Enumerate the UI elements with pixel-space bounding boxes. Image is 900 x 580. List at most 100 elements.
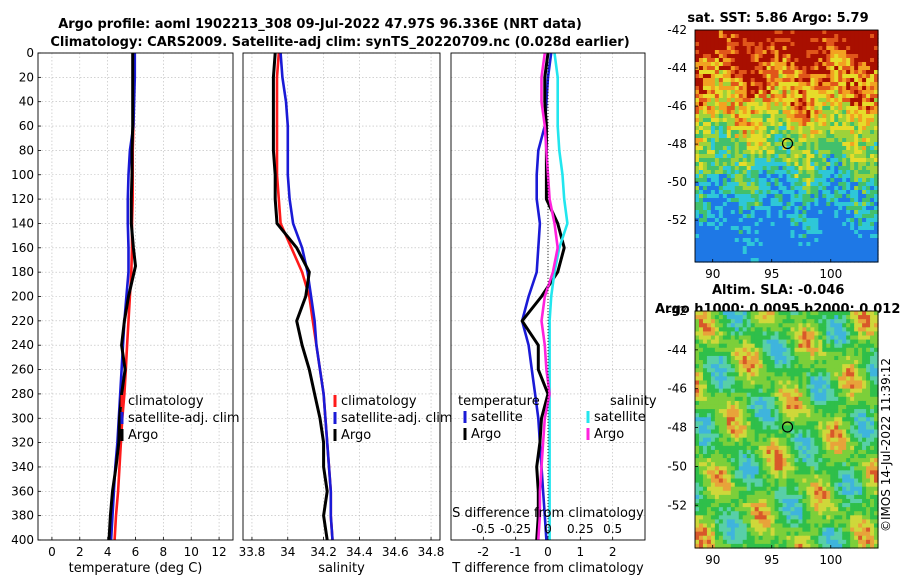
sst-map-cell <box>818 194 823 199</box>
sst-map-cell <box>782 30 788 35</box>
sla-map-cell <box>862 462 867 467</box>
sla-map-cell <box>742 425 748 431</box>
sst-map-cell <box>786 166 792 171</box>
sla-map-cell <box>730 311 736 316</box>
sst-map-cell <box>754 210 760 215</box>
sla-map-cell <box>706 490 712 496</box>
sst-map-cell <box>854 178 859 183</box>
sla-map-cell <box>850 454 855 459</box>
sla-map-cell <box>714 429 720 435</box>
sst-map-cell <box>706 206 712 211</box>
sla-map-cell <box>794 474 800 480</box>
sst-map-cell <box>850 182 855 187</box>
sla-map-cell <box>738 494 744 500</box>
sla-map-cell <box>786 449 792 455</box>
sst-map-cell <box>702 214 708 219</box>
sst-map-cell <box>762 162 768 167</box>
sla-map-cell <box>806 409 811 414</box>
sst-map-cell <box>722 106 728 111</box>
sst-map-cell <box>846 150 851 155</box>
sst-map-cell <box>858 78 863 83</box>
sst-map-cell <box>702 54 708 59</box>
sla-map-cell <box>798 311 804 316</box>
sla-map-cell <box>854 474 859 480</box>
sst-map-cell <box>702 166 708 171</box>
sst-map-cell <box>734 210 740 215</box>
sst-map-cell <box>858 34 863 39</box>
sst-map-cell <box>822 30 827 35</box>
sst-map-cell <box>822 94 827 99</box>
sla-map-cell <box>818 323 823 328</box>
sst-map-cell <box>802 186 807 191</box>
sla-map-cell <box>846 388 851 394</box>
sst-map-cell <box>838 186 843 191</box>
sla-map-cell <box>850 433 855 439</box>
sla-map-cell <box>774 339 780 345</box>
sst-map-cell <box>814 142 819 147</box>
sla-map-cell <box>838 404 843 410</box>
sst-map-cell <box>770 230 776 235</box>
sla-map-cell <box>762 486 768 492</box>
sst-map-cell <box>778 118 784 123</box>
sla-map-cell <box>762 454 768 459</box>
sst-map-cell <box>834 58 839 63</box>
sst-map-cell <box>754 34 760 39</box>
sla-map-cell <box>762 396 768 402</box>
sst-map-cell <box>818 226 823 231</box>
sla-map-cell <box>722 331 728 337</box>
sst-map-cell <box>714 182 720 187</box>
sst-map-cell <box>718 166 724 171</box>
sla-map-cell <box>698 388 704 394</box>
sst-map-cell <box>802 210 807 215</box>
sst-map-cell <box>770 226 776 231</box>
sst-map-cell <box>710 34 716 39</box>
sla-map-cell <box>790 413 796 418</box>
sla-map-cell <box>842 454 847 459</box>
sst-map-cell <box>766 246 772 251</box>
sla-map-cell <box>846 355 851 361</box>
sst-map-cell <box>794 118 800 123</box>
sst-map-cell <box>802 102 807 107</box>
sst-map-cell <box>874 150 879 155</box>
sla-map-cell <box>702 343 708 349</box>
sla-map-cell <box>778 462 784 467</box>
sla-map-cell <box>834 458 839 463</box>
sst-map-cell <box>710 250 716 255</box>
sst-map-cell <box>758 182 764 187</box>
sst-map-cell <box>850 94 855 99</box>
sst-map-cell <box>714 178 720 183</box>
sst-map-cell <box>702 86 708 91</box>
sst-map-cell <box>858 154 863 159</box>
sla-map-cell <box>762 445 768 451</box>
sla-map-cell <box>802 372 807 377</box>
sst-map-cell <box>822 126 827 131</box>
sla-map-cell <box>714 380 720 386</box>
sst-map-cell <box>814 222 819 227</box>
sst-map-cell <box>834 178 839 183</box>
sst-map-cell <box>790 102 796 107</box>
sla-map-cell <box>858 425 863 431</box>
sst-map-cell <box>818 206 823 211</box>
sla-map-cell <box>722 400 728 406</box>
sst-map-cell <box>695 130 700 135</box>
sla-map-cell <box>858 343 863 349</box>
sla-map-cell <box>778 458 784 463</box>
sst-map-cell <box>838 218 843 223</box>
sla-map-cell <box>874 335 879 341</box>
sla-map-cell <box>814 425 819 431</box>
sst-map-cell <box>826 174 831 179</box>
sst-map-cell <box>786 134 792 139</box>
sst-map-cell <box>730 30 736 35</box>
sla-map-cell <box>726 409 732 414</box>
sst-map-cell <box>738 254 744 259</box>
sla-map-cell <box>794 347 800 353</box>
sst-map-cell <box>830 170 835 175</box>
sst-map-cell <box>850 46 855 51</box>
sst-map-cell <box>766 90 772 95</box>
sla-map-cell <box>766 490 772 496</box>
difference-legend-label: Argo <box>594 427 624 442</box>
sst-map-cell <box>838 130 843 135</box>
difference-profile-xtick-label: -1 <box>510 545 522 559</box>
sst-map-cell <box>758 146 764 151</box>
sla-map-cell <box>818 355 823 361</box>
